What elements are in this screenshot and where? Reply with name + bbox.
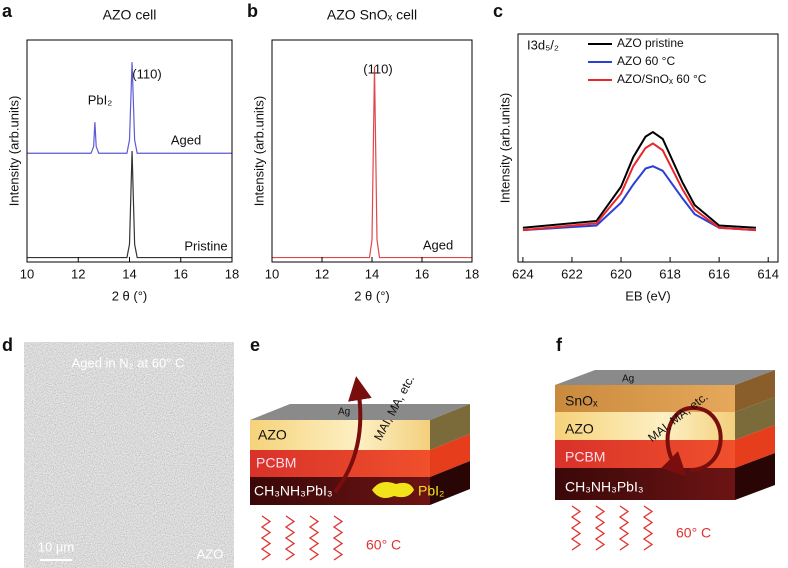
x-tick-label: 18 [465,266,479,281]
x-tick-label: 10 [265,266,279,281]
layer-label: PCBM [256,455,296,471]
sem-label: AZO [197,546,224,561]
pcbm-layer [250,450,430,477]
x-tick-label: 14 [365,266,379,281]
x-tick-label: 14 [122,266,136,281]
x-tick-label: 18 [225,266,239,281]
sem-caption: Aged in N₂ at 60° C [72,355,185,370]
legend-label: AZO/SnOₓ 60 °C [617,72,707,86]
pcbm-layer [555,440,735,468]
x-tick-label: 622 [561,266,583,281]
product-label: PbI₂ [418,483,444,499]
heat-wave [570,505,582,551]
series-line [522,165,756,232]
series-label: Pristine [184,238,227,253]
x-tick-label: 16 [415,266,429,281]
heat-wave [308,515,320,561]
sem-image [24,342,234,568]
panel-label: e [250,335,260,355]
panel-label: d [2,335,13,355]
x-axis-label: 2 θ (°) [112,288,148,303]
ag-layer [555,370,775,385]
x-axis-label: EB (eV) [625,288,671,303]
layer-label: PCBM [565,449,605,465]
pcbm-side [430,434,470,477]
layer-label: AZO [565,421,594,437]
annotation: I3d₅/₂ [527,37,559,52]
x-tick-label: 618 [659,266,681,281]
layer-label: CH₃NH₃PbI₃ [565,479,644,495]
series-label: Aged [423,237,453,252]
plot-frame [517,33,779,263]
heat-wave [260,515,272,561]
snox-layer [555,385,735,412]
layer-label: Ag [338,407,350,418]
x-tick-label: 12 [71,266,85,281]
layer-label: AZO [258,427,287,443]
series-line [272,66,472,259]
azo-side [735,397,775,440]
azo-side [430,404,470,450]
chart-title: AZO SnOₓ cell [327,7,417,23]
heat-wave [618,505,630,551]
legend-label: AZO 60 °C [617,54,675,68]
x-tick-label: 10 [20,266,34,281]
layer-label: Ag [622,374,634,385]
x-axis-label: 2 θ (°) [354,288,390,303]
device-stack [555,370,775,500]
series-line [522,142,756,232]
x-tick-label: 614 [757,266,779,281]
heat-wave [284,515,296,561]
x-tick-label: 620 [610,266,632,281]
series-line [27,62,232,154]
chart-title: AZO cell [103,7,157,23]
snox-side [735,370,775,412]
legend-label: AZO pristine [617,36,684,50]
heat-wave [642,505,654,551]
x-tick-label: 16 [174,266,188,281]
panel-label: b [247,1,258,21]
y-axis-label: Intensity (arb.units) [497,93,512,204]
heat-label: 60° C [366,537,401,553]
series-line [522,130,756,229]
perovskite-side [430,461,470,505]
azo-layer [250,420,430,450]
pcbm-side [735,425,775,468]
annotation: (110) [132,66,161,81]
series-line [27,150,232,259]
y-axis-label: Intensity (arb.units) [251,96,266,207]
annotation: (110) [363,61,392,76]
panel-label: c [493,1,503,21]
panel-label: f [556,335,563,355]
perovskite-layer [555,468,735,500]
heat-wave [594,505,606,551]
azo-layer [555,412,735,440]
perovskite-side [735,453,775,500]
layer-label: SnOₓ [565,393,598,409]
migration-arrow [333,376,372,494]
x-tick-label: 624 [512,266,534,281]
y-axis-label: Intensity (arb.units) [6,96,21,207]
pbi2-blob [372,482,414,498]
migration-arrow [661,405,723,477]
layer-label: CH₃NH₃PbI₃ [254,483,333,499]
scale-bar-label: 10 μm [38,539,74,554]
annotation: PbI₂ [88,92,113,107]
heat-label: 60° C [676,525,711,541]
series-label: Aged [171,132,201,147]
x-tick-label: 616 [708,266,730,281]
x-tick-label: 12 [315,266,329,281]
panel-label: a [2,1,13,21]
heat-wave [332,515,344,561]
